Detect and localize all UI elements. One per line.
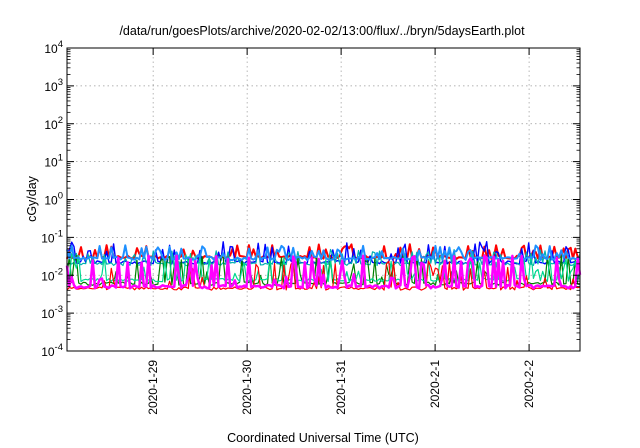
series-group xyxy=(65,240,582,291)
x-tick-label: 2020-1-30 xyxy=(240,360,254,415)
y-tick-label: 10-2 xyxy=(41,266,63,283)
y-tick-label: 101 xyxy=(44,153,63,170)
x-tick-label: 2020-2-2 xyxy=(522,360,536,408)
series-line-8 xyxy=(65,254,582,290)
x-tick-label: 2020-1-31 xyxy=(334,360,348,415)
series-line-7 xyxy=(66,260,581,291)
y-tick-label: 10-4 xyxy=(41,342,63,359)
y-tick-label: 102 xyxy=(44,115,63,132)
y-tick-label: 100 xyxy=(44,191,63,208)
y-tick-label: 10-1 xyxy=(41,228,63,245)
y-axis: 10-4 10-3 10-2 10-1 100 101 102 103 104 xyxy=(41,39,580,359)
y-tick-label: 10-3 xyxy=(41,304,63,321)
y-tick-label: 104 xyxy=(44,39,63,56)
x-tick-label: 2020-2-1 xyxy=(428,360,442,408)
chart-title: /data/run/goesPlots/archive/2020-02-02/1… xyxy=(119,24,525,38)
grid xyxy=(67,48,580,351)
x-axis-label: Coordinated Universal Time (UTC) xyxy=(227,431,419,445)
series-line-3 xyxy=(66,248,581,267)
y-axis-label: cGy/day xyxy=(25,175,39,222)
x-tick-label: 2020-1-29 xyxy=(146,360,160,415)
series-line-4 xyxy=(66,255,581,286)
y-tick-label: 103 xyxy=(44,77,63,94)
x-axis: 2020-1-29 2020-1-30 2020-1-31 2020-2-1 2020-… xyxy=(146,48,536,415)
